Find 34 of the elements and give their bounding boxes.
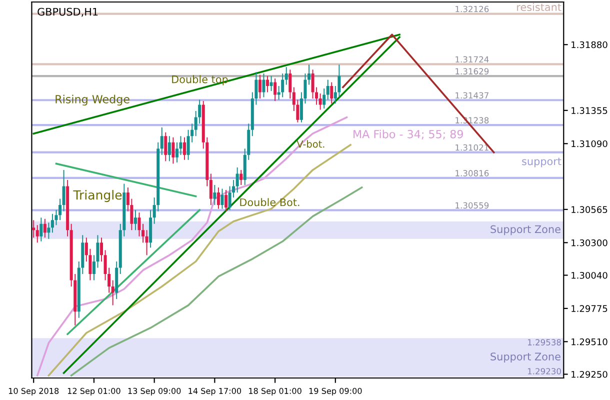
x-tick-label: 14 Sep 17:00 bbox=[188, 388, 242, 396]
annotation: V-bot. bbox=[296, 140, 324, 148]
x-tick-label: 12 Sep 01:00 bbox=[68, 388, 120, 396]
x-tick-label: 18 Sep 01:00 bbox=[249, 388, 302, 396]
y-tick-label: 1.29250 bbox=[572, 370, 608, 378]
ref-line-label: 1.32126 bbox=[456, 6, 489, 12]
ref-line-label: 1.31629 bbox=[456, 68, 489, 74]
ref-line-label: 1.31724 bbox=[456, 56, 489, 63]
annotation: support bbox=[522, 158, 562, 168]
band-label: Support Zone bbox=[490, 352, 560, 362]
annotation: Double Bot. bbox=[240, 198, 300, 206]
y-tick-label: 1.30300 bbox=[572, 239, 608, 246]
ref-line-label: 1.31021 bbox=[456, 144, 488, 151]
ref-line-label: 1.30559 bbox=[456, 202, 489, 209]
band-label: Support Zone bbox=[490, 225, 560, 236]
annotation: Triangle bbox=[73, 190, 122, 202]
annotation: MA Fibo - 34; 55; 89 bbox=[354, 130, 463, 140]
y-tick-label: 1.29775 bbox=[572, 305, 608, 312]
y-tick-label: 1.29510 bbox=[572, 338, 608, 346]
x-tick-label: 13 Sep 09:00 bbox=[128, 388, 181, 396]
annotation: 1.29538 bbox=[528, 339, 561, 346]
ref-line-label: 1.31437 bbox=[456, 92, 488, 99]
y-tick-label: 1.30040 bbox=[572, 272, 608, 279]
y-tick-label: 1.31355 bbox=[572, 107, 608, 114]
y-tick-label: 1.31090 bbox=[572, 140, 608, 148]
annotation: resistant bbox=[517, 2, 562, 12]
x-tick-label: 10 Sep 2018 bbox=[8, 388, 59, 396]
y-tick-label: 1.31880 bbox=[572, 41, 608, 48]
chart-title: GBPUSD,H1 bbox=[38, 8, 98, 17]
x-tick-label: 19 Sep 09:00 bbox=[309, 388, 362, 396]
annotation: 1.29230 bbox=[528, 368, 561, 374]
y-tick-label: 1.30565 bbox=[572, 206, 608, 213]
ref-line-label: 1.30816 bbox=[456, 170, 489, 176]
annotation: Rising Wedge bbox=[56, 94, 130, 106]
